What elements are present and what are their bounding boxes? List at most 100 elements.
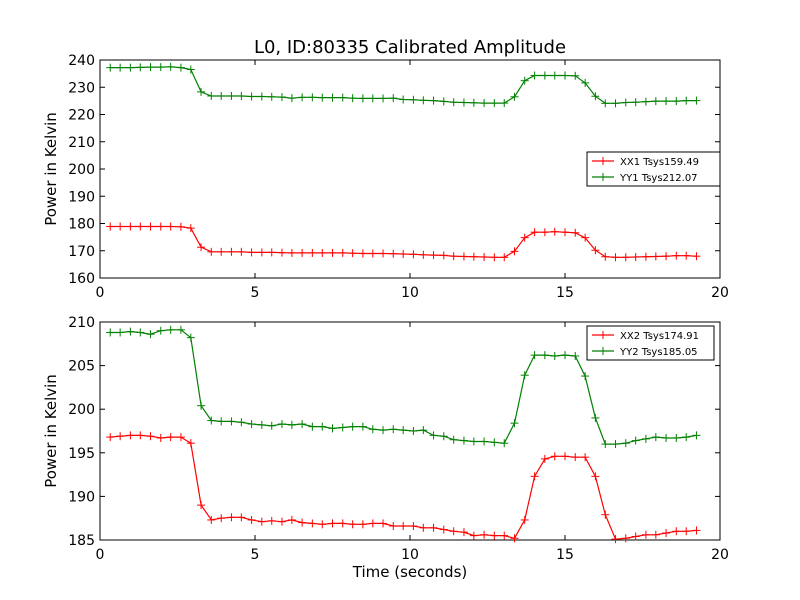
data-point xyxy=(480,99,489,108)
data-point xyxy=(459,98,468,107)
x-tick-label: 15 xyxy=(556,547,574,563)
data-point xyxy=(106,222,115,231)
data-point xyxy=(328,248,337,257)
data-point xyxy=(328,519,337,528)
legend-label: YY2 Tsys185.05 xyxy=(619,347,698,358)
data-point xyxy=(348,249,357,258)
data-point xyxy=(186,333,195,342)
data-point xyxy=(237,247,246,256)
data-point xyxy=(500,253,509,262)
data-point xyxy=(318,248,327,257)
data-point xyxy=(217,417,226,426)
data-point xyxy=(500,439,509,448)
data-point xyxy=(267,421,276,430)
data-point xyxy=(621,439,630,448)
data-point xyxy=(510,419,519,428)
data-point xyxy=(217,91,226,100)
data-point xyxy=(136,431,145,440)
legend-item: XX2 Tsys174.91 xyxy=(592,331,699,342)
y-tick-label: 200 xyxy=(68,162,95,178)
data-point xyxy=(621,98,630,107)
x-tick-label: 0 xyxy=(96,547,105,563)
data-point xyxy=(490,99,499,108)
data-point xyxy=(217,247,226,256)
data-point xyxy=(581,372,590,381)
data-point xyxy=(601,252,610,261)
x-tick-label: 10 xyxy=(401,547,419,563)
data-point xyxy=(358,422,367,431)
data-point xyxy=(662,529,671,538)
data-point xyxy=(641,97,650,106)
data-point xyxy=(298,93,307,102)
data-point xyxy=(106,433,115,442)
data-point xyxy=(176,222,185,231)
data-point xyxy=(429,251,438,260)
data-point xyxy=(469,252,478,261)
data-point xyxy=(247,515,256,524)
data-point xyxy=(429,96,438,105)
data-point xyxy=(348,422,357,431)
data-point xyxy=(389,425,398,434)
legend: XX2 Tsys174.91 YY2 Tsys185.05 xyxy=(586,325,715,361)
legend-item: YY1 Tsys212.07 xyxy=(592,173,698,184)
data-point xyxy=(126,431,135,440)
y-axis-label: Power in Kelvin xyxy=(42,112,60,226)
data-point xyxy=(318,93,327,102)
data-point xyxy=(409,522,418,531)
series-1 xyxy=(106,431,701,544)
data-point xyxy=(227,247,236,256)
y-tick-label: 185 xyxy=(68,533,95,549)
data-point xyxy=(176,433,185,442)
data-point xyxy=(561,228,569,237)
data-point xyxy=(662,97,671,106)
data-point xyxy=(106,63,115,72)
data-point xyxy=(672,433,681,442)
data-point xyxy=(550,227,559,236)
data-point xyxy=(287,94,296,103)
data-point xyxy=(308,248,317,257)
data-point xyxy=(419,426,428,435)
data-point xyxy=(480,437,489,446)
data-point xyxy=(116,222,125,231)
data-point xyxy=(348,94,357,103)
data-point xyxy=(176,63,185,72)
data-point xyxy=(601,440,610,449)
series-2 xyxy=(106,325,701,449)
data-point xyxy=(207,91,216,100)
data-point xyxy=(338,248,347,257)
data-point xyxy=(166,62,175,71)
data-point xyxy=(379,426,388,435)
data-point xyxy=(186,224,195,233)
data-point xyxy=(469,98,478,107)
data-point xyxy=(197,401,206,410)
data-point xyxy=(449,252,458,261)
data-point xyxy=(298,248,307,257)
data-point xyxy=(682,433,691,442)
data-point xyxy=(368,519,377,528)
data-point xyxy=(358,249,367,258)
data-point xyxy=(459,252,468,261)
legend: XX1 Tsys159.49 YY1 Tsys212.07 xyxy=(586,151,721,187)
data-point xyxy=(530,71,539,80)
data-point xyxy=(419,523,428,532)
data-point xyxy=(257,92,266,101)
data-point xyxy=(166,325,175,334)
data-point xyxy=(146,222,155,231)
data-point xyxy=(571,453,580,462)
y-tick-label: 200 xyxy=(68,402,95,418)
data-point xyxy=(156,433,165,442)
data-point xyxy=(409,250,418,259)
data-point xyxy=(692,96,701,105)
data-point xyxy=(469,531,478,540)
data-point xyxy=(399,95,408,104)
data-point xyxy=(591,92,600,101)
x-tick-label: 15 xyxy=(556,285,574,301)
data-point xyxy=(641,434,650,443)
data-point xyxy=(308,422,317,431)
y-tick-label: 190 xyxy=(68,189,95,205)
legend-item: XX1 Tsys159.49 xyxy=(592,157,699,168)
data-point xyxy=(631,532,640,541)
data-point xyxy=(459,528,468,537)
data-point xyxy=(581,233,590,242)
data-point xyxy=(662,433,671,442)
